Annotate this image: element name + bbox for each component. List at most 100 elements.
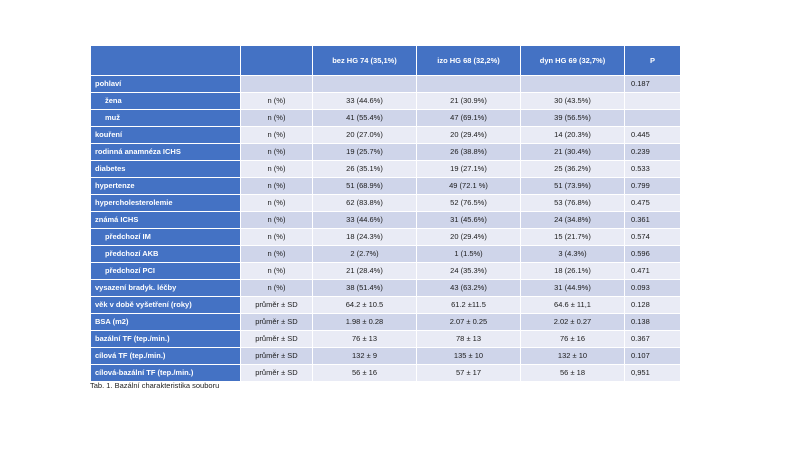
row-value-group2: 21 (30.9%) — [416, 92, 521, 110]
row-value-group1: 38 (51.4%) — [312, 279, 417, 297]
row-label: cílová-bazální TF (tep./min.) — [90, 364, 241, 382]
row-p-value: 0.128 — [624, 296, 681, 314]
row-value-group2: 26 (38.8%) — [416, 143, 521, 161]
header-group3: dyn HG 69 (32,7%) — [520, 45, 625, 76]
row-value-group2 — [416, 75, 521, 93]
row-p-value: 0.138 — [624, 313, 681, 331]
row-value-group1: 33 (44.6%) — [312, 92, 417, 110]
row-p-value: 0.574 — [624, 228, 681, 246]
row-value-group2: 20 (29.4%) — [416, 228, 521, 246]
row-value-group3 — [520, 75, 625, 93]
row-value-group3: 51 (73.9%) — [520, 177, 625, 195]
row-value-group3: 21 (30.4%) — [520, 143, 625, 161]
table-row: rodinná anamnéza ICHS n (%) 19 (25.7%) 26 (… — [90, 143, 681, 161]
row-unit: n (%) — [240, 194, 313, 212]
table-row: muž n (%) 41 (55.4%) 47 (69.1%) 39 (56.5%) — [90, 109, 681, 127]
baseline-characteristics-table: bez HG 74 (35,1%) izo HG 68 (32,2%) dyn … — [90, 45, 681, 382]
row-value-group3: 30 (43.5%) — [520, 92, 625, 110]
row-p-value: 0.239 — [624, 143, 681, 161]
row-unit: průměr ± SD — [240, 313, 313, 331]
row-value-group2: 47 (69.1%) — [416, 109, 521, 127]
row-label: předchozí AKB — [90, 245, 241, 263]
row-p-value: 0.361 — [624, 211, 681, 229]
baseline-characteristics-table-wrapper: bez HG 74 (35,1%) izo HG 68 (32,2%) dyn … — [90, 45, 681, 382]
row-unit: průměr ± SD — [240, 364, 313, 382]
table-header: bez HG 74 (35,1%) izo HG 68 (32,2%) dyn … — [90, 45, 681, 76]
row-value-group1: 20 (27.0%) — [312, 126, 417, 144]
table-row: BSA (m2) průměr ± SD 1.98 ± 0.28 2.07 ± 0.2… — [90, 313, 681, 331]
row-label: předchozí PCI — [90, 262, 241, 280]
row-value-group3: 15 (21.7%) — [520, 228, 625, 246]
row-value-group3: 76 ± 16 — [520, 330, 625, 348]
row-unit: n (%) — [240, 109, 313, 127]
row-value-group1 — [312, 75, 417, 93]
table-row: bazální TF (tep./min.) průměr ± SD 76 ± 13… — [90, 330, 681, 348]
row-value-group2: 43 (63.2%) — [416, 279, 521, 297]
row-label: známá ICHS — [90, 211, 241, 229]
row-value-group3: 18 (26.1%) — [520, 262, 625, 280]
row-unit: n (%) — [240, 245, 313, 263]
row-value-group1: 19 (25.7%) — [312, 143, 417, 161]
row-unit: n (%) — [240, 92, 313, 110]
row-unit: průměr ± SD — [240, 296, 313, 314]
row-value-group3: 25 (36.2%) — [520, 160, 625, 178]
row-p-value: 0.475 — [624, 194, 681, 212]
row-value-group2: 19 (27.1%) — [416, 160, 521, 178]
row-p-value: 0.187 — [624, 75, 681, 93]
row-value-group1: 62 (83.8%) — [312, 194, 417, 212]
row-value-group2: 61.2 ±11.5 — [416, 296, 521, 314]
header-p-value: P — [624, 45, 681, 76]
row-p-value: 0.799 — [624, 177, 681, 195]
row-value-group2: 49 (72.1 %) — [416, 177, 521, 195]
row-p-value: 0.445 — [624, 126, 681, 144]
row-p-value — [624, 92, 681, 110]
row-value-group1: 33 (44.6%) — [312, 211, 417, 229]
row-p-value: 0.533 — [624, 160, 681, 178]
row-value-group3: 64.6 ± 11,1 — [520, 296, 625, 314]
row-value-group3: 2.02 ± 0.27 — [520, 313, 625, 331]
row-value-group3: 24 (34.8%) — [520, 211, 625, 229]
row-p-value: 0.471 — [624, 262, 681, 280]
table-row: známá ICHS n (%) 33 (44.6%) 31 (45.6%) 24 (3… — [90, 211, 681, 229]
row-value-group3: 39 (56.5%) — [520, 109, 625, 127]
table-row: kouření n (%) 20 (27.0%) 20 (29.4%) 14 (20.3… — [90, 126, 681, 144]
table-row: vysazení bradyk. léčby n (%) 38 (51.4%) 43 … — [90, 279, 681, 297]
row-value-group2: 52 (76.5%) — [416, 194, 521, 212]
table-row: pohlaví 0.187 — [90, 75, 681, 93]
row-value-group2: 24 (35.3%) — [416, 262, 521, 280]
header-row: bez HG 74 (35,1%) izo HG 68 (32,2%) dyn … — [90, 45, 681, 76]
row-value-group3: 53 (76.8%) — [520, 194, 625, 212]
row-label: hypertenze — [90, 177, 241, 195]
table-row: cílová-bazální TF (tep./min.) průměr ± SD… — [90, 364, 681, 382]
row-value-group3: 31 (44.9%) — [520, 279, 625, 297]
row-label: vysazení bradyk. léčby — [90, 279, 241, 297]
row-label: věk v době vyšetření (roky) — [90, 296, 241, 314]
table-row: hypertenze n (%) 51 (68.9%) 49 (72.1 %) 51 (… — [90, 177, 681, 195]
row-unit — [240, 75, 313, 93]
row-value-group2: 2.07 ± 0.25 — [416, 313, 521, 331]
row-label: kouření — [90, 126, 241, 144]
row-unit: n (%) — [240, 211, 313, 229]
row-value-group3: 56 ± 18 — [520, 364, 625, 382]
row-p-value: 0.093 — [624, 279, 681, 297]
row-value-group1: 18 (24.3%) — [312, 228, 417, 246]
row-value-group3: 14 (20.3%) — [520, 126, 625, 144]
table-row: hypercholesterolemie n (%) 62 (83.8%) 52 (7… — [90, 194, 681, 212]
table-row: věk v době vyšetření (roky) průměr ± SD 64… — [90, 296, 681, 314]
table-row: diabetes n (%) 26 (35.1%) 19 (27.1%) 25 (36.… — [90, 160, 681, 178]
row-label: rodinná anamnéza ICHS — [90, 143, 241, 161]
row-p-value — [624, 109, 681, 127]
row-value-group2: 135 ± 10 — [416, 347, 521, 365]
header-label-column — [90, 45, 241, 76]
row-unit: n (%) — [240, 126, 313, 144]
header-unit-column — [240, 45, 313, 76]
row-label: bazální TF (tep./min.) — [90, 330, 241, 348]
table-row: žena n (%) 33 (44.6%) 21 (30.9%) 30 (43.5%) — [90, 92, 681, 110]
table-body: pohlaví 0.187 žena n (%) 33 (44.6%) 21 (30.9%… — [90, 75, 681, 382]
table-row: předchozí PCI n (%) 21 (28.4%) 24 (35.3%) 18… — [90, 262, 681, 280]
row-value-group1: 2 (2.7%) — [312, 245, 417, 263]
row-p-value: 0.596 — [624, 245, 681, 263]
row-value-group1: 21 (28.4%) — [312, 262, 417, 280]
row-value-group3: 3 (4.3%) — [520, 245, 625, 263]
